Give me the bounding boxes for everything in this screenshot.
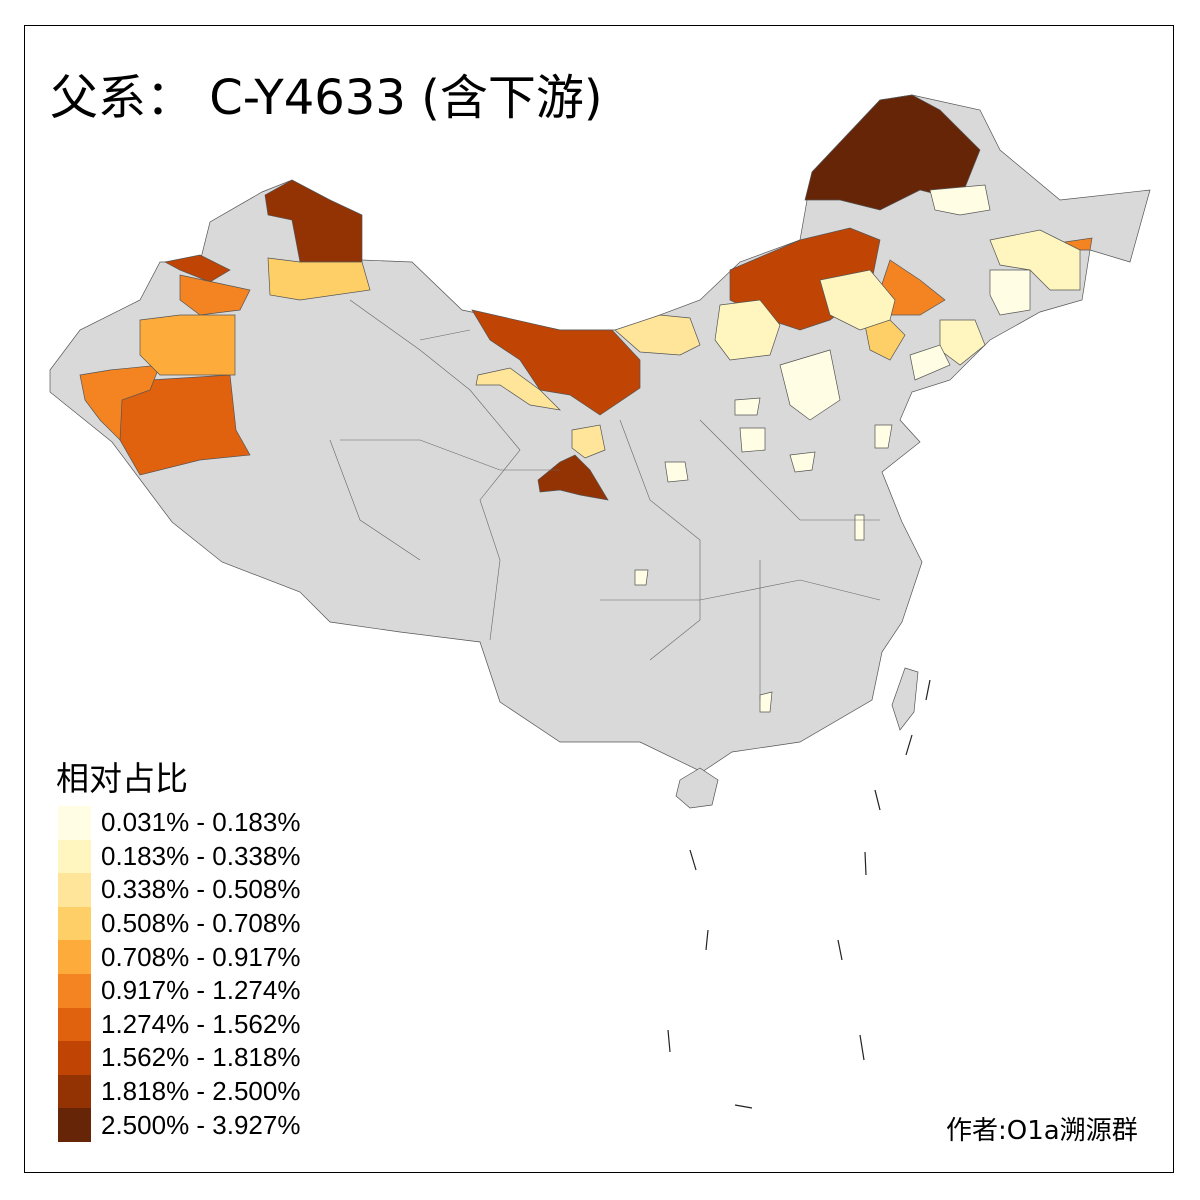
province-region	[475, 367, 562, 411]
legend-item: 1.818% - 2.500%	[58, 1074, 301, 1109]
province-boundary	[329, 439, 421, 561]
legend-swatch	[58, 906, 91, 941]
province-region	[79, 364, 161, 441]
legend-item: 2.500% - 3.927%	[58, 1108, 300, 1142]
province-region	[267, 257, 371, 301]
legend-item: 1.562% - 1.818%	[58, 1041, 300, 1075]
south-sea-dash	[837, 939, 843, 961]
province-boundary	[600, 579, 881, 601]
legend-label: 0.917% - 1.274%	[101, 975, 301, 1006]
legend-item: 0.708% - 0.917%	[58, 940, 300, 974]
province-region	[779, 349, 841, 421]
south-sea-dash	[667, 1029, 671, 1053]
legend-item: 0.917% - 1.274%	[58, 973, 301, 1008]
south-sea-dash	[859, 1034, 865, 1061]
south-sea-dash	[689, 849, 697, 871]
map-title: 父系： C-Y4633 (含下游)	[50, 70, 603, 126]
south-sea-dash	[874, 789, 881, 811]
legend-label: 1.818% - 2.500%	[101, 1076, 301, 1107]
south-sea-dash	[734, 1104, 753, 1109]
south-sea-dash	[925, 679, 931, 701]
legend-item: 0.183% - 0.338%	[58, 839, 301, 874]
province-region	[664, 461, 689, 483]
province-region	[614, 314, 701, 356]
province-region	[789, 451, 816, 473]
province-boundary	[699, 419, 880, 521]
map-border	[24, 25, 1174, 1173]
province-region	[854, 514, 865, 541]
province-boundary	[340, 439, 560, 471]
legend-item: 0.338% - 0.508%	[58, 873, 300, 907]
legend-swatch	[58, 940, 91, 974]
author-credit: 作者:O1a溯源群	[946, 1116, 1138, 1146]
south-sea-dash	[864, 851, 867, 876]
province-boundary	[419, 329, 471, 341]
province-region	[119, 374, 251, 476]
legend-title: 相对占比	[56, 759, 188, 798]
province-region	[179, 274, 251, 316]
province-region	[163, 254, 231, 283]
legend-label: 0.508% - 0.708%	[101, 908, 301, 939]
province-region	[537, 454, 609, 501]
province-region	[734, 397, 761, 416]
province-region	[571, 424, 606, 459]
legend-swatch	[58, 806, 91, 840]
legend-swatch	[58, 839, 91, 874]
south-sea-dash	[905, 734, 913, 756]
province-region	[819, 269, 896, 331]
province-region	[874, 424, 893, 449]
south-sea-dash	[705, 929, 709, 951]
legend-label: 0.338% - 0.508%	[101, 874, 301, 905]
legend-swatch	[58, 1041, 91, 1075]
legend-swatch	[58, 1074, 91, 1109]
legend-item: 0.508% - 0.708%	[58, 906, 301, 941]
province-region	[759, 691, 773, 713]
legend-label: 2.500% - 3.927%	[101, 1109, 301, 1140]
legend-label: 0.708% - 0.917%	[101, 941, 301, 972]
province-region	[634, 569, 649, 586]
hainan-island	[675, 767, 719, 809]
province-region	[139, 314, 236, 376]
legend-swatch	[58, 973, 91, 1008]
province-region	[909, 344, 951, 381]
legend-label: 0.183% - 0.338%	[101, 840, 301, 871]
legend: 0.031% - 0.183% 0.183% - 0.338% 0.338% - 0…	[58, 806, 300, 1142]
province-region	[989, 229, 1081, 291]
province-boundary	[619, 419, 701, 661]
province-region	[714, 299, 781, 361]
province-region	[929, 184, 991, 216]
legend-swatch	[58, 1108, 91, 1142]
legend-item: 0.031% - 0.183%	[58, 806, 300, 840]
province-region	[471, 309, 641, 416]
legend-label: 1.274% - 1.562%	[101, 1008, 301, 1039]
legend-label: 0.031% - 0.183%	[101, 807, 301, 838]
legend-item: 1.274% - 1.562%	[58, 1007, 301, 1042]
legend-label: 1.562% - 1.818%	[101, 1042, 301, 1073]
legend-swatch	[58, 873, 91, 907]
legend-swatch	[58, 1007, 91, 1042]
province-boundary	[349, 299, 521, 641]
province-region	[989, 269, 1031, 316]
taiwan-island	[891, 667, 919, 731]
province-region	[739, 427, 766, 453]
